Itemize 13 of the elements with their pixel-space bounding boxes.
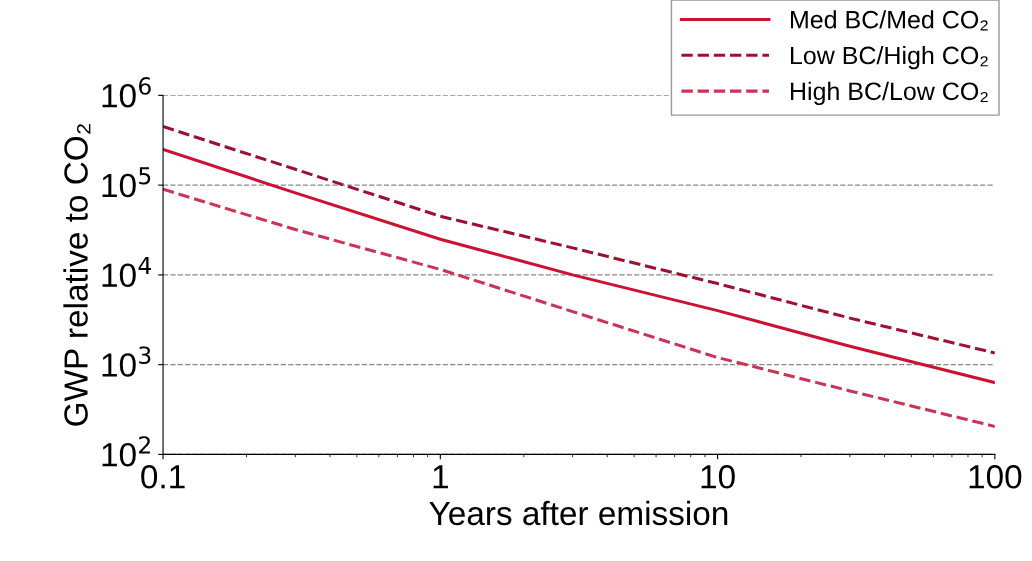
x-axis-title: Years after emission [429,500,728,526]
x-tick-label: 0.1 [141,465,185,489]
y-tick-label: 10$^{4}$ [102,256,151,288]
x-tick-label: 10 [701,465,735,489]
x-tick-label: 100 [969,465,1022,489]
x-tick-label: 1 [433,465,448,489]
y-tick-label: 10$^{3}$ [102,346,151,377]
y-axis-title: GWP relative to CO₂ [63,124,91,426]
legend-label: Low BC/High CO₂ [790,45,988,70]
legend-label: High BC/Low CO₂ [790,81,988,106]
legend-label: Med BC/Med CO₂ [790,10,988,31]
y-tick-label: 10$^{5}$ [102,167,151,198]
y-tick-label: 10$^{6}$ [102,77,151,108]
